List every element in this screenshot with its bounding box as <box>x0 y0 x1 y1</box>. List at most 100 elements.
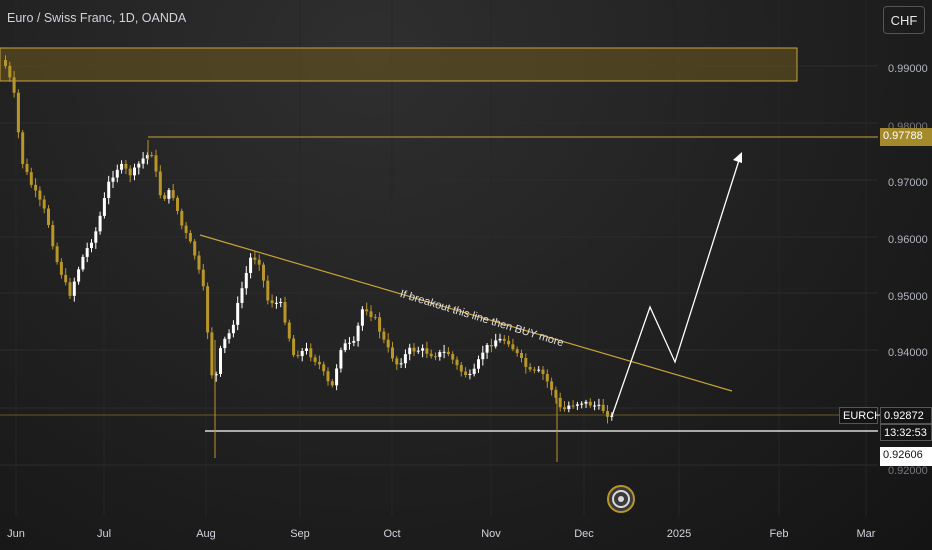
price-tick: 0.99000 <box>888 63 928 75</box>
time-label: 2025 <box>666 528 692 540</box>
candle-body <box>515 349 519 354</box>
candle-body <box>107 181 111 199</box>
candle-body <box>541 369 545 374</box>
projection-path[interactable] <box>611 156 741 417</box>
candle-body <box>163 195 167 199</box>
candle-body <box>416 350 420 352</box>
candle-body <box>468 373 472 376</box>
candle-body <box>339 350 343 369</box>
time-label: Nov <box>481 528 501 540</box>
candle-body <box>249 257 253 273</box>
candle-body <box>68 282 72 296</box>
candle-body <box>524 358 528 367</box>
symbol-title[interactable]: Euro / Swiss Franc, 1D, OANDA <box>7 11 187 25</box>
projection-arrow-head <box>733 152 742 163</box>
candle-body <box>4 60 7 66</box>
candle-body <box>287 322 291 339</box>
candle-body <box>580 403 584 405</box>
candle-body <box>494 340 498 347</box>
currency-button[interactable]: CHF <box>883 6 925 34</box>
candle-body <box>197 255 201 270</box>
candle-body <box>326 371 330 382</box>
candle-body <box>236 302 240 325</box>
candle-body <box>47 208 50 226</box>
candle-body <box>176 197 179 211</box>
candle-body <box>81 256 85 270</box>
candle-body <box>240 288 244 303</box>
time-label: Dec <box>574 528 594 540</box>
price-tick: 0.95000 <box>888 291 928 303</box>
supply-zone[interactable] <box>0 47 798 82</box>
candle-body <box>201 269 205 287</box>
candle-body <box>532 369 536 371</box>
candle-body <box>481 352 485 360</box>
candle-body <box>610 415 614 417</box>
candle-body <box>274 302 278 304</box>
chart-plot-area[interactable] <box>0 0 878 516</box>
candle-body <box>98 215 102 232</box>
candle-body <box>386 339 390 348</box>
coin-stack-icon[interactable] <box>606 484 636 514</box>
candle-body <box>120 163 124 170</box>
candle-body <box>12 77 16 93</box>
candle-body <box>352 340 356 343</box>
candle-body <box>90 242 93 249</box>
candle-body <box>528 366 532 370</box>
candle-body <box>253 257 257 260</box>
candle-body <box>214 373 218 376</box>
candle-body <box>399 363 403 365</box>
candle-body <box>94 231 98 243</box>
candle-body <box>584 401 588 404</box>
candle-body <box>279 302 283 304</box>
candle-body <box>124 163 128 169</box>
candle-body <box>391 347 394 359</box>
candle-body <box>21 132 25 164</box>
descending-trendline[interactable] <box>199 234 733 392</box>
time-label: Jun <box>7 528 25 540</box>
candle-body <box>554 389 558 398</box>
candle-body <box>257 259 261 265</box>
candle-body <box>446 351 450 355</box>
candles <box>4 55 614 462</box>
candle-body <box>588 401 592 406</box>
candle-body <box>459 365 463 372</box>
candle-body <box>395 358 399 365</box>
candle-body <box>429 353 433 357</box>
price-tick: 0.92000 <box>888 465 928 477</box>
price-tick: 0.97000 <box>888 177 928 189</box>
candle-body <box>16 92 20 133</box>
candle-body <box>111 177 115 182</box>
candle-body <box>408 347 412 355</box>
support-price-tag: 0.92606 <box>880 447 932 466</box>
price-tick: 0.94000 <box>888 347 928 359</box>
candle-body <box>210 332 214 376</box>
symbol-tag: EURCHF <box>839 407 889 424</box>
candle-body <box>330 381 334 386</box>
candle-body <box>42 199 46 209</box>
candle-body <box>283 302 287 323</box>
candlestick-chart[interactable] <box>0 0 878 516</box>
candle-body <box>115 169 119 178</box>
resistance-price-tag: 0.97788 <box>880 128 932 146</box>
candle-body <box>425 348 429 354</box>
bar-countdown-tag: 13:32:53 <box>880 424 932 441</box>
price-tick: 0.96000 <box>888 234 928 246</box>
time-axis[interactable] <box>0 516 932 550</box>
candle-body <box>356 325 360 341</box>
candle-body <box>489 345 493 347</box>
candle-body <box>550 381 554 390</box>
candle-body <box>485 345 489 353</box>
candle-body <box>154 155 158 172</box>
candle-body <box>262 264 265 281</box>
grid <box>0 0 878 516</box>
candle-body <box>477 359 480 369</box>
candle-body <box>451 354 455 360</box>
candle-body <box>464 371 468 376</box>
candle-body <box>455 359 459 366</box>
candle-body <box>498 338 502 341</box>
time-label: Aug <box>196 528 216 540</box>
candle-body <box>317 361 321 365</box>
candle-body <box>34 184 38 191</box>
candle-body <box>575 404 579 406</box>
candle-body <box>193 241 197 256</box>
